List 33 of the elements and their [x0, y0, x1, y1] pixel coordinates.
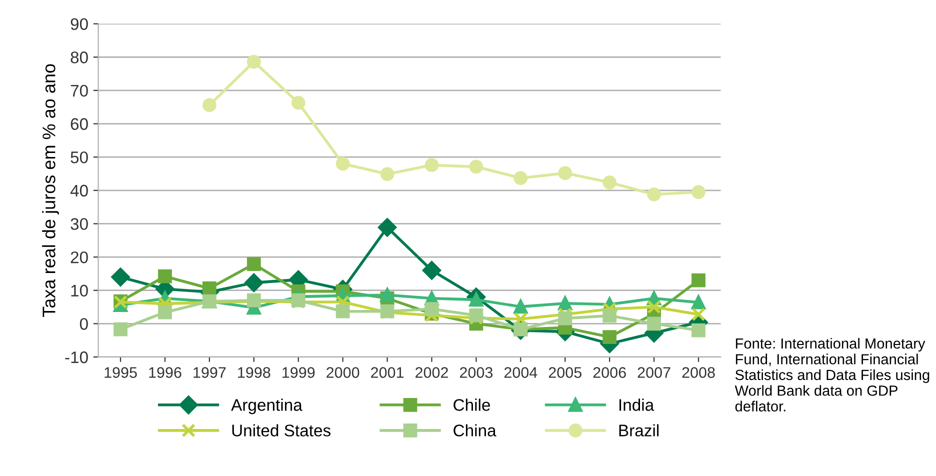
legend-label: India: [620, 398, 654, 411]
source-note: Fonte: International Monetary Fund, International Financial Statistics and Data Files using World Bank data on GDP deflator.: [734, 338, 930, 412]
x-tick-label: 1998: [238, 367, 270, 378]
y-tick-label: 20: [70, 251, 88, 264]
y-tick-label: 80: [70, 52, 88, 64]
y-tick-label: 90: [70, 18, 88, 30]
y-tick-label: -10: [65, 351, 88, 364]
y-axis-title: Taxa real de juros em % ao ano: [42, 64, 59, 317]
legend-label: Argentina: [231, 398, 302, 414]
legend-label: Chile: [454, 398, 490, 411]
x-tick-label: 2004: [504, 367, 538, 378]
legend-label: Brazil: [619, 424, 659, 436]
x-tick-label: 1996: [149, 367, 182, 378]
legend-label: United States: [232, 424, 330, 436]
x-tick-label: 2008: [682, 367, 715, 378]
x-tick-label: 2001: [371, 367, 404, 378]
x-tick-label: 2003: [460, 367, 493, 378]
x-tick-label: 1999: [282, 367, 315, 378]
x-tick-label: 1997: [194, 367, 226, 378]
x-tick-label: 1995: [104, 367, 137, 378]
y-tick-label: 30: [70, 218, 88, 230]
x-tick-label: 2002: [416, 367, 448, 378]
x-tick-label: 2007: [638, 367, 670, 378]
x-tick-label: 2005: [548, 367, 582, 378]
y-tick-label: 40: [70, 184, 88, 197]
x-tick-label: 2000: [326, 367, 360, 378]
y-tick-label: 60: [70, 118, 88, 130]
y-tick-label: 10: [71, 284, 88, 297]
x-tick-label: 2006: [593, 367, 626, 378]
y-tick-label: 70: [70, 84, 88, 97]
legend-label: China: [454, 424, 496, 436]
y-tick-label: 50: [70, 151, 88, 164]
y-tick-label: 0: [80, 318, 88, 330]
